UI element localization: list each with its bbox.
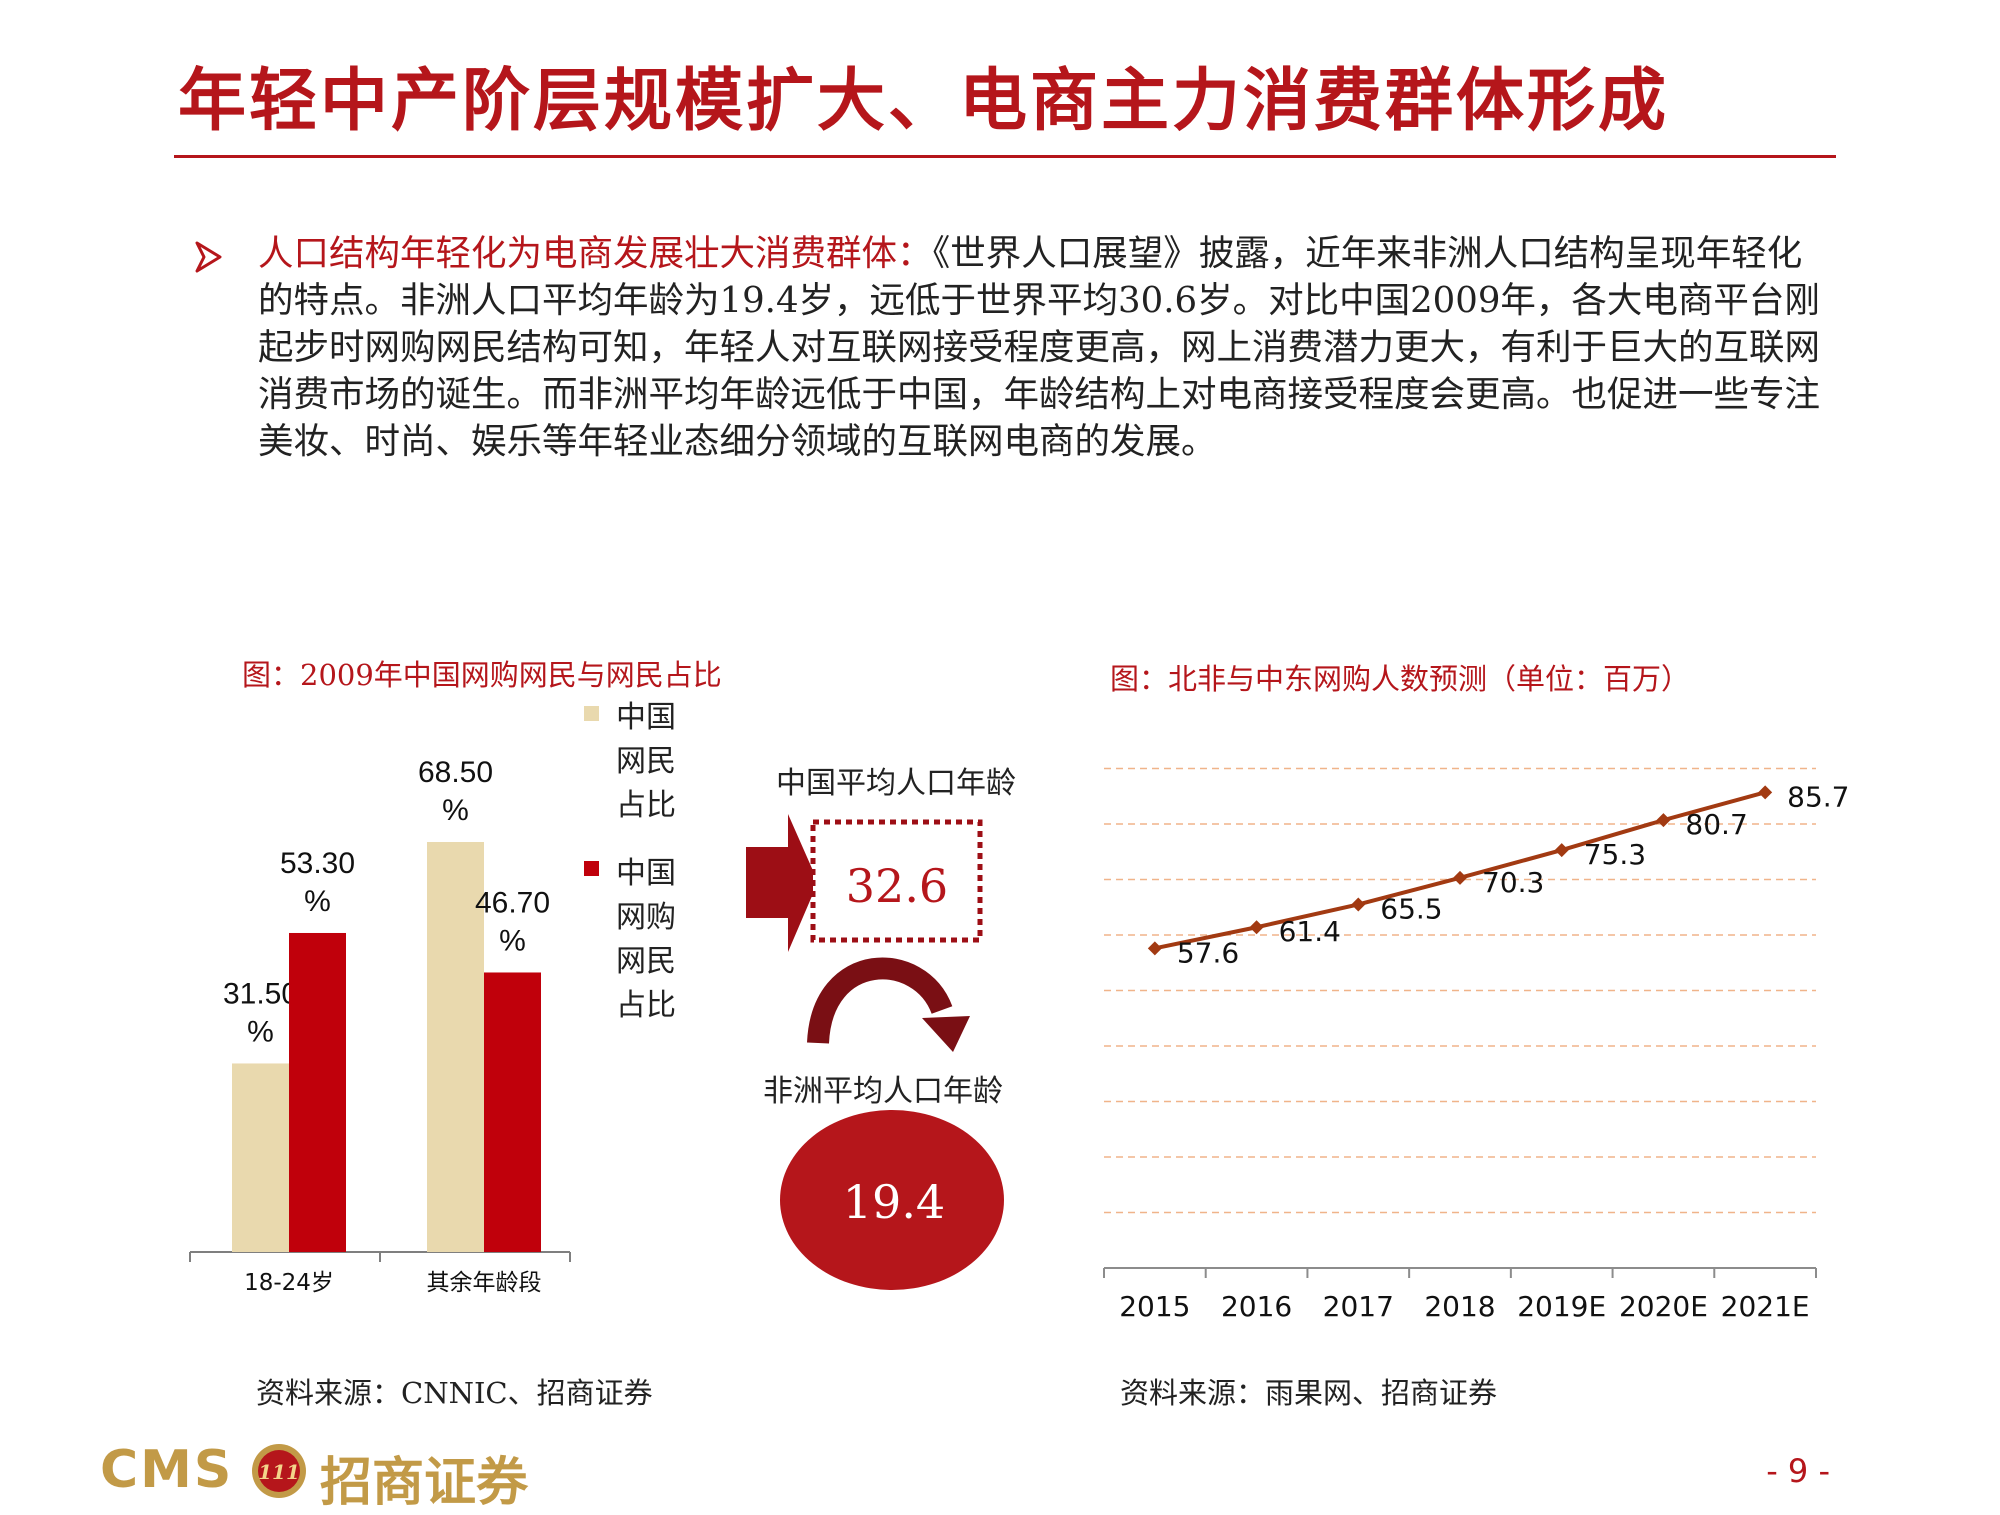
x-tick-label: 2017 [1323,1290,1394,1323]
x-tick-label: 其余年龄段 [427,1270,542,1296]
data-point [1656,813,1671,828]
x-tick-label: 2016 [1221,1290,1292,1323]
bullet-paragraph: 人口结构年轻化为电商发展壮大消费群体：《世界人口展望》披露，近年来非洲人口结构呈… [258,230,1826,465]
data-point [1249,920,1264,935]
series-line [1154,790,1766,951]
bar-其余年龄段-1 [484,972,541,1252]
bar-data-label-unit: % [499,924,526,957]
x-tick-label: 2018 [1424,1290,1495,1323]
right-chart-title: 图：北非与中东网购人数预测（单位：百万） [1110,662,1691,696]
bar-data-label: 53.30 [280,847,355,880]
footer-logo-latin: CMS [100,1440,234,1500]
page-number: - 9 - [1766,1452,1830,1490]
data-label: 65.5 [1380,892,1442,925]
africa-age-value: 19.4 [843,1175,945,1229]
bar-data-label-unit: % [442,794,469,827]
data-label: 57.6 [1177,936,1239,969]
footer-logo-cn: 招商证券 [320,1453,529,1513]
data-point [1453,870,1467,885]
legend-swatch-online-shopper [584,861,599,876]
legend-swatch-netizen [584,706,599,721]
legend-label-online-shopper: 中国网购网民占比 [616,856,676,1023]
right-arrow-icon [746,814,818,952]
slide-title: 年轻中产阶层规模扩大、电商主力消费群体形成 [178,62,1670,141]
data-label: 75.3 [1584,838,1646,871]
x-tick-label: 2020E [1619,1290,1708,1323]
x-tick-label: 2019E [1517,1290,1606,1323]
bar-data-label-unit: % [247,1015,274,1048]
bar-data-label: 31.50 [223,977,298,1010]
x-tick-label: 2021E [1721,1290,1810,1323]
title-underline [174,155,1836,158]
left-chart-title: 图：2009年中国网购网民与网民占比 [242,658,722,692]
data-label: 80.7 [1685,808,1747,841]
right-chart-source: 资料来源：雨果网、招商证券 [1120,1376,1498,1410]
bar-其余年龄段-0 [427,842,484,1252]
bar-18-24岁-0 [232,1063,289,1252]
x-tick-label: 2015 [1119,1290,1190,1323]
data-label: 61.4 [1279,915,1341,948]
curved-arrowhead-icon [922,1016,970,1052]
data-point [1554,843,1569,858]
bar-data-label: 46.70 [475,886,550,919]
china-age-value: 32.6 [846,859,948,913]
bar-data-label: 68.50 [418,756,493,789]
data-label: 85.7 [1787,780,1849,813]
bullet-lead: 人口结构年轻化为电商发展壮大消费群体： [258,233,933,274]
data-point [1147,941,1162,956]
bullet-arrow-icon [195,241,222,273]
left-chart-source: 资料来源：CNNIC、招商证券 [256,1376,653,1410]
curved-arrow-icon [807,957,953,1044]
x-tick-label: 18-24岁 [244,1270,334,1296]
china-age-label: 中国平均人口年龄 [776,766,1016,801]
data-point [1758,785,1773,800]
data-label: 70.3 [1482,866,1544,899]
data-point [1351,897,1366,912]
africa-age-label: 非洲平均人口年龄 [763,1074,1003,1109]
logo-badge-icon: 111 [252,1444,306,1498]
bar-data-label-unit: % [304,885,331,918]
bullet-text: 《世界人口展望》披露，近年来非洲人口结构呈现年轻化的特点。非洲人口平均年龄为19… [258,233,1821,462]
bar-18-24岁-1 [289,932,346,1252]
africa-age-circle [780,1110,1004,1290]
legend-label-netizen: 中国网民占比 [616,700,676,823]
china-age-box [810,819,983,943]
logo-badge-text: 111 [258,1460,300,1484]
